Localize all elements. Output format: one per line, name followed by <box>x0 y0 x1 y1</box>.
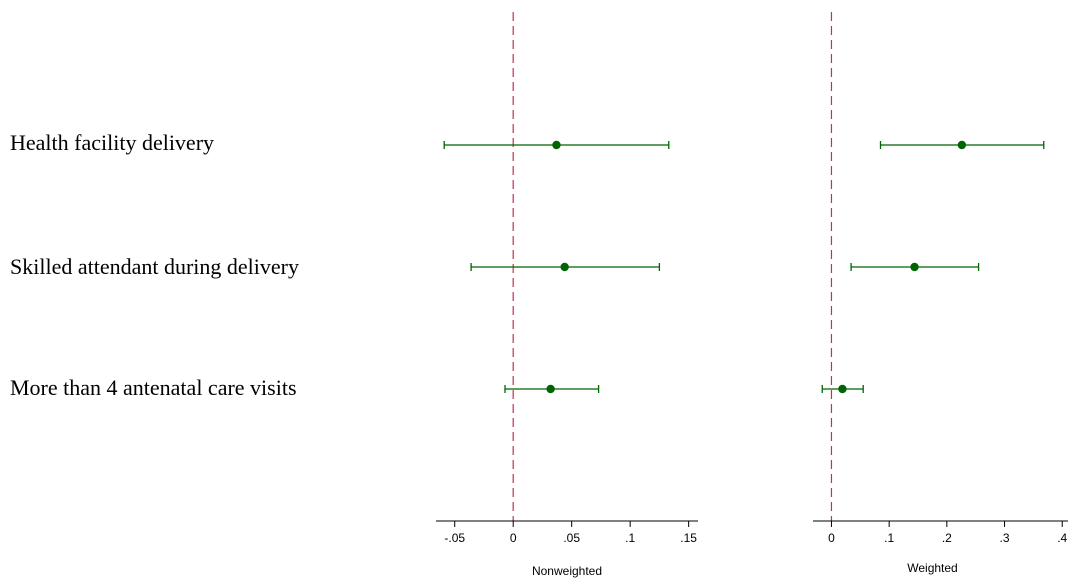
x-axis-title: Weighted <box>907 561 957 575</box>
x-tick-label: .1 <box>625 531 635 545</box>
x-tick-label: -.05 <box>444 531 465 545</box>
x-tick-label: .15 <box>680 531 697 545</box>
point-estimate <box>546 384 555 394</box>
x-tick-label: .3 <box>1000 531 1010 545</box>
x-tick-label: .05 <box>563 531 580 545</box>
x-tick-label: .1 <box>884 531 894 545</box>
point-estimate <box>910 262 919 272</box>
category-label-skilled-attendant: Skilled attendant during delivery <box>10 254 299 279</box>
x-tick-label: 0 <box>510 531 517 545</box>
category-label-antenatal-visits: More than 4 antenatal care visits <box>10 375 297 400</box>
x-axis-title: Nonweighted <box>532 564 602 578</box>
nonweighted-panel: -.05 0 .05 .1 .15 Nonweighted <box>436 12 698 578</box>
category-labels: Health facility delivery Skilled attenda… <box>10 130 299 400</box>
point-estimate <box>560 262 569 272</box>
weighted-panel: 0 .1 .2 .3 .4 Weighted <box>813 12 1068 575</box>
category-label-health-facility: Health facility delivery <box>10 130 214 155</box>
x-tick-label: 0 <box>828 531 835 545</box>
point-estimate <box>957 140 967 150</box>
x-tick-label: .4 <box>1057 531 1067 545</box>
point-estimate <box>552 140 561 150</box>
x-tick-label: .2 <box>942 531 952 545</box>
point-estimate <box>838 384 847 394</box>
